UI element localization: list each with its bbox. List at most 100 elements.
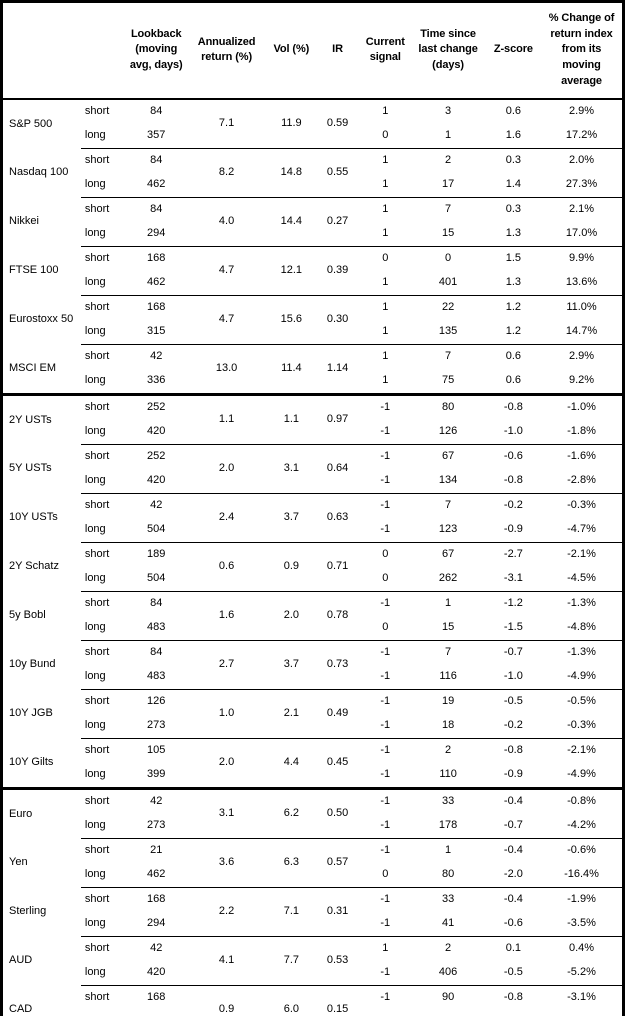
current-signal-value: -1 [360, 688, 411, 714]
current-signal-value: -1 [360, 786, 411, 814]
header-pct-change: % Change of return index from its moving… [541, 1, 624, 100]
header-row: Lookback (moving avg, days) Annualized r… [1, 1, 624, 100]
lookback-value: 357 [147, 129, 166, 142]
leg-label-long: long [84, 868, 106, 881]
lookback-value: 504 [147, 572, 166, 585]
lookback-value: 462 [147, 868, 166, 881]
lookback-value: 420 [147, 966, 166, 979]
instrument-row-short: CAD short 168 0.9 6.0 0.15 -1 90 -0.8 -3.1% [2, 984, 624, 1016]
instrument-row-short: 5y Bobl short 84 1.6 2.0 0.78 -1 1 -1.2 -1.3% [2, 590, 624, 640]
current-signal-value: -1 [380, 719, 391, 732]
pct-change-value: -1.9% [541, 886, 624, 912]
zscore-value: 1.3 [505, 227, 522, 240]
leg-label-long: long [84, 474, 106, 487]
lookback-value: 399 [147, 768, 166, 781]
leg-label-long: long [84, 719, 106, 732]
time-since-value: 2 [410, 147, 486, 173]
vol-value: 7.7 [267, 935, 315, 985]
ir-value: 0.63 [314, 492, 361, 542]
time-since-value: 2 [410, 737, 486, 763]
zscore-value: -0.9 [503, 523, 523, 536]
zscore-value: -0.6 [503, 917, 523, 930]
leg-label-long: long [84, 374, 106, 387]
instrument-row-short: 10y Bund short 84 2.7 3.7 0.73 -1 7 -0.7 -1.3% [2, 639, 624, 689]
vol-value: 14.8 [267, 147, 315, 197]
current-signal-value: -1 [360, 737, 411, 763]
lookback-value: 504 [127, 1010, 185, 1016]
annualized-return-value: 4.1 [185, 935, 268, 985]
pct-change-value: 9.9% [541, 245, 624, 271]
current-signal-value: 1 [360, 343, 411, 369]
zscore-value: 0.1 [485, 935, 542, 961]
leg-label-short: short [80, 492, 128, 518]
lookback-value: 168 [127, 294, 186, 320]
leg-label-long: long [84, 178, 106, 191]
annualized-return-value: 3.1 [185, 786, 268, 838]
pct-change-value: -0.5% [541, 688, 624, 714]
lookback-value: 189 [127, 541, 186, 567]
leg-label-long: long [84, 966, 106, 979]
annualized-return-value: 2.4 [185, 492, 268, 542]
lookback-value: 483 [147, 670, 166, 683]
lookback-value: 42 [127, 935, 186, 961]
time-since-value: 135 [438, 325, 458, 338]
leg-label-short: short [80, 245, 128, 271]
instrument-row-short: 10Y JGB short 126 1.0 2.1 0.49 -1 19 -0.5 -0.5% [2, 688, 624, 738]
vol-value: 0.9 [267, 541, 315, 591]
lookback-value: 462 [147, 178, 166, 191]
zscore-value: -1.0 [503, 670, 523, 683]
zscore-value: 0.6 [485, 343, 542, 369]
table-body: S&P 500 short 84 7.1 11.9 0.59 1 3 0.6 2.9% long 35… [1, 99, 624, 1016]
annualized-return-value: 8.2 [185, 147, 268, 197]
zscore-value: -0.8 [503, 474, 523, 487]
time-since-value: 17 [441, 178, 455, 191]
zscore-value: -0.7 [503, 819, 523, 832]
zscore-value: -0.6 [485, 443, 542, 469]
zscore-value: -0.4 [485, 786, 542, 814]
lookback-value: 252 [127, 392, 186, 420]
instrument-row-short: Yen short 21 3.6 6.3 0.57 -1 1 -0.4 -0.6% [2, 837, 624, 887]
pct-change-value: 0.4% [541, 935, 624, 961]
pct-change-value: -1.6% [541, 443, 624, 469]
time-since-value: 18 [441, 719, 455, 732]
zscore-value: -0.4 [485, 837, 542, 863]
pct-change-value: 2.9% [541, 343, 624, 369]
current-signal-value: -1 [380, 966, 391, 979]
lookback-value: 483 [147, 621, 166, 634]
pct-change-value: -4.8% [567, 621, 596, 634]
time-since-value: 15 [441, 621, 455, 634]
instrument-row-short: MSCI EM short 42 13.0 11.4 1.14 1 7 0.6 2.9% [2, 343, 624, 394]
pct-change-value: 2.0% [541, 147, 624, 173]
instrument-name: S&P 500 [9, 117, 53, 130]
leg-label-short: short [80, 147, 128, 173]
pct-change-value: -2.1% [541, 737, 624, 763]
lookback-value: 504 [147, 523, 166, 536]
time-since-value: 15 [441, 227, 455, 240]
current-signal-value: -1 [360, 392, 411, 420]
annualized-return-value: 2.0 [185, 443, 268, 493]
ir-value: 0.27 [314, 196, 361, 246]
vol-value: 2.1 [267, 688, 315, 738]
instrument-row-long: long 420 -1 406 -0.5 -5.2% [2, 961, 624, 986]
current-signal-value: 1 [382, 374, 389, 387]
leg-label-short: short [80, 837, 128, 863]
pct-change-value: -1.3% [541, 639, 624, 665]
leg-label-short: short [80, 343, 128, 369]
lookback-value: 42 [127, 786, 186, 814]
current-signal-value: -1 [360, 984, 411, 1010]
leg-label-long: long [81, 1010, 127, 1016]
current-signal-value: -1 [380, 917, 391, 930]
annualized-return-value: 1.0 [185, 688, 268, 738]
vol-value: 3.1 [267, 443, 315, 493]
time-since-value: 33 [410, 886, 486, 912]
lookback-value: 42 [127, 343, 186, 369]
annualized-return-value: 4.0 [185, 196, 268, 246]
lookback-value: 294 [147, 227, 166, 240]
current-signal-value: -1 [380, 474, 391, 487]
ir-value: 0.73 [314, 639, 361, 689]
lookback-value: 315 [147, 325, 166, 338]
instrument-row-long: long 462 1 17 1.4 27.3% [2, 173, 624, 198]
instrument-row-long: long 357 0 1 1.6 17.2% [2, 124, 624, 149]
